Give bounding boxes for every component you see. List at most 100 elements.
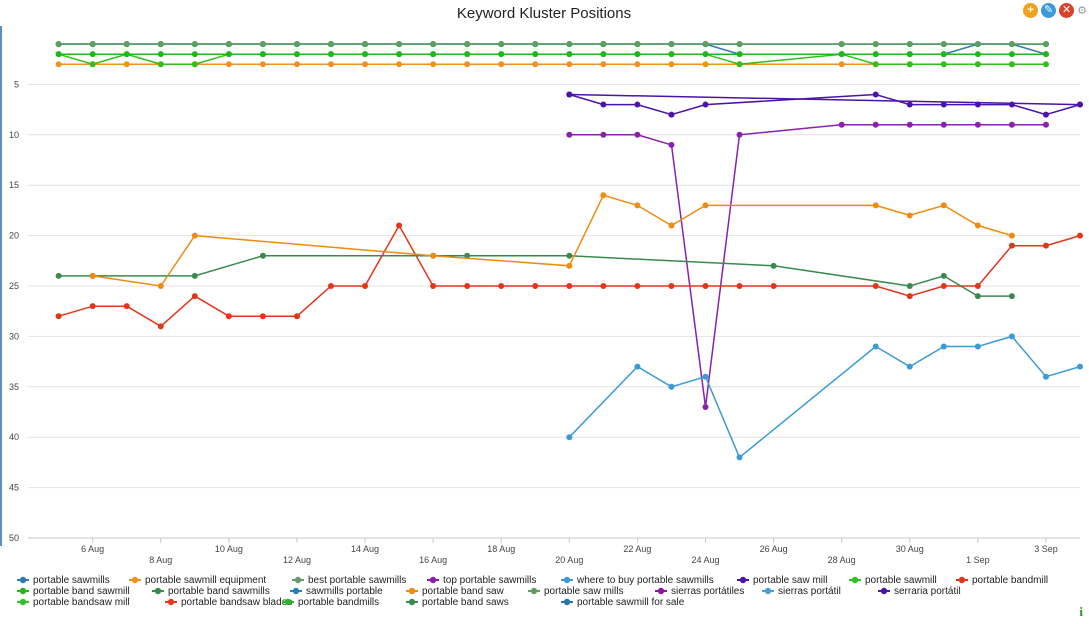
- data-point[interactable]: [906, 363, 913, 370]
- edit-icon[interactable]: ✎: [1041, 3, 1057, 18]
- data-point[interactable]: [157, 41, 164, 48]
- data-point[interactable]: [1077, 232, 1083, 239]
- data-point[interactable]: [600, 101, 607, 108]
- data-point[interactable]: [838, 121, 845, 128]
- data-point[interactable]: [566, 91, 573, 98]
- data-point[interactable]: [940, 283, 947, 289]
- data-point[interactable]: [566, 61, 573, 68]
- data-point[interactable]: [974, 121, 981, 128]
- data-point[interactable]: [702, 403, 709, 410]
- data-point[interactable]: [1008, 232, 1015, 239]
- data-point[interactable]: [600, 41, 607, 48]
- data-point[interactable]: [328, 41, 335, 48]
- data-point[interactable]: [940, 272, 947, 279]
- data-point[interactable]: [157, 323, 164, 330]
- data-point[interactable]: [702, 202, 709, 209]
- data-point[interactable]: [974, 283, 981, 289]
- data-point[interactable]: [872, 121, 879, 128]
- legend-item[interactable]: portable saw mills: [528, 586, 623, 597]
- data-point[interactable]: [430, 41, 437, 48]
- data-point[interactable]: [634, 202, 641, 209]
- data-point[interactable]: [191, 61, 198, 68]
- data-point[interactable]: [566, 283, 573, 289]
- data-point[interactable]: [191, 272, 198, 279]
- data-point[interactable]: [702, 101, 709, 108]
- data-point[interactable]: [974, 222, 981, 229]
- data-point[interactable]: [396, 51, 403, 58]
- data-point[interactable]: [736, 61, 743, 68]
- data-point[interactable]: [532, 283, 539, 289]
- data-point[interactable]: [464, 41, 471, 48]
- data-point[interactable]: [532, 51, 539, 58]
- data-point[interactable]: [225, 41, 232, 48]
- data-point[interactable]: [702, 51, 709, 58]
- data-point[interactable]: [532, 61, 539, 68]
- legend-item[interactable]: portable band saw: [406, 586, 505, 597]
- data-point[interactable]: [123, 303, 130, 310]
- data-point[interactable]: [362, 283, 369, 289]
- legend-item[interactable]: portable bandsaw mill: [17, 597, 130, 608]
- data-point[interactable]: [1008, 293, 1015, 300]
- data-point[interactable]: [259, 61, 266, 68]
- data-point[interactable]: [259, 41, 266, 48]
- data-point[interactable]: [89, 51, 96, 58]
- data-point[interactable]: [906, 51, 913, 58]
- data-point[interactable]: [259, 252, 266, 259]
- data-point[interactable]: [191, 232, 198, 239]
- legend-item[interactable]: portable saw mill: [737, 575, 827, 586]
- data-point[interactable]: [770, 262, 777, 269]
- data-point[interactable]: [736, 41, 743, 48]
- data-point[interactable]: [55, 272, 62, 279]
- data-point[interactable]: [89, 272, 96, 279]
- data-point[interactable]: [736, 131, 743, 138]
- data-point[interactable]: [906, 101, 913, 108]
- data-point[interactable]: [464, 283, 471, 289]
- data-point[interactable]: [464, 51, 471, 58]
- data-point[interactable]: [566, 41, 573, 48]
- data-point[interactable]: [1042, 41, 1049, 48]
- data-point[interactable]: [634, 363, 641, 370]
- legend-item[interactable]: portable bandmills: [282, 597, 379, 608]
- data-point[interactable]: [191, 41, 198, 48]
- data-point[interactable]: [600, 131, 607, 138]
- data-point[interactable]: [1008, 333, 1015, 340]
- legend-item[interactable]: serraria portátil: [878, 586, 961, 597]
- data-point[interactable]: [1008, 242, 1015, 249]
- data-point[interactable]: [396, 41, 403, 48]
- data-point[interactable]: [464, 252, 471, 259]
- data-point[interactable]: [191, 293, 198, 300]
- data-point[interactable]: [1008, 101, 1015, 108]
- data-point[interactable]: [1008, 61, 1015, 68]
- data-point[interactable]: [1077, 363, 1083, 370]
- data-point[interactable]: [770, 283, 777, 289]
- data-point[interactable]: [974, 343, 981, 350]
- data-point[interactable]: [940, 121, 947, 128]
- data-point[interactable]: [89, 303, 96, 310]
- legend-item[interactable]: portable band sawmills: [152, 586, 270, 597]
- data-point[interactable]: [838, 41, 845, 48]
- data-point[interactable]: [906, 283, 913, 289]
- data-point[interactable]: [872, 343, 879, 350]
- data-point[interactable]: [225, 51, 232, 58]
- gear-icon[interactable]: ⚙: [1077, 5, 1087, 17]
- data-point[interactable]: [123, 51, 130, 58]
- data-point[interactable]: [1042, 373, 1049, 380]
- data-point[interactable]: [872, 283, 879, 289]
- data-point[interactable]: [668, 61, 675, 68]
- legend-item[interactable]: where to buy portable sawmills: [561, 575, 714, 586]
- data-point[interactable]: [940, 61, 947, 68]
- data-point[interactable]: [55, 41, 62, 48]
- data-point[interactable]: [600, 283, 607, 289]
- legend-item[interactable]: portable sawmills: [17, 575, 110, 586]
- data-point[interactable]: [225, 61, 232, 68]
- data-point[interactable]: [464, 61, 471, 68]
- data-point[interactable]: [89, 41, 96, 48]
- data-point[interactable]: [668, 283, 675, 289]
- data-point[interactable]: [634, 51, 641, 58]
- data-point[interactable]: [940, 343, 947, 350]
- data-point[interactable]: [872, 61, 879, 68]
- data-point[interactable]: [55, 51, 62, 58]
- data-point[interactable]: [396, 222, 403, 229]
- data-point[interactable]: [430, 252, 437, 259]
- legend-item[interactable]: best portable sawmills: [292, 575, 406, 586]
